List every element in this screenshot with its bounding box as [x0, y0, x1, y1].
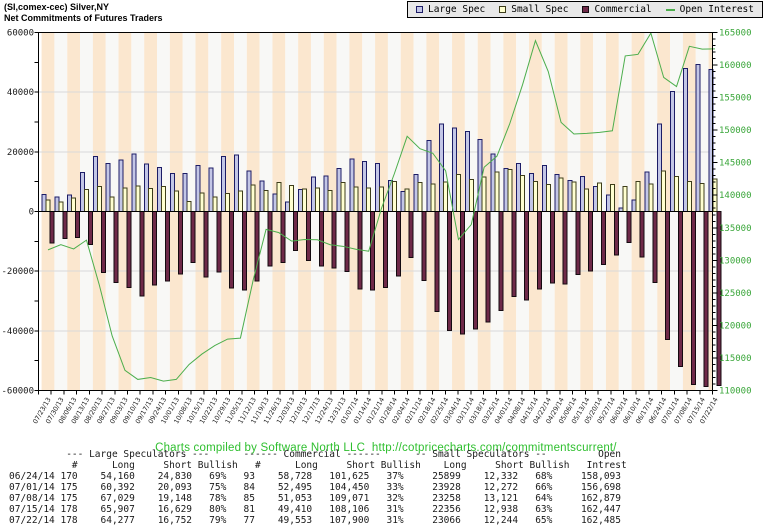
svg-text:150000: 150000: [719, 126, 752, 136]
svg-text:125000: 125000: [719, 289, 752, 299]
svg-text:115000: 115000: [719, 354, 752, 364]
svg-text:130000: 130000: [719, 256, 752, 266]
legend-item-small-spec: Small Spec: [499, 4, 568, 15]
svg-text:165000: 165000: [719, 29, 752, 39]
legend-swatch-icon: [582, 6, 590, 13]
svg-text:20000: 20000: [7, 148, 34, 158]
legend-item-open-interest: Open Interest: [665, 4, 754, 15]
cot-chart-area: -60000 -40000 -20000 0 20000 40000 60000 110000…: [1, 29, 752, 426]
legend-swatch-icon: [499, 6, 507, 13]
open-interest-line-swatch-icon: [665, 8, 675, 11]
svg-text:60000: 60000: [7, 29, 34, 39]
legend-item-large-spec: Large Spec: [416, 4, 485, 15]
svg-text:-60000: -60000: [1, 387, 34, 397]
credit-line: Charts compiled by Software North LLC ht…: [0, 430, 765, 454]
svg-text:40000: 40000: [7, 88, 34, 98]
cot-chart: -60000 -40000 -20000 0 20000 40000 60000 110000…: [1, 29, 752, 426]
svg-text:135000: 135000: [719, 224, 752, 234]
svg-text:120000: 120000: [719, 321, 752, 331]
legend-item-commercial: Commercial: [582, 4, 652, 15]
legend-label: Small Spec: [511, 4, 569, 15]
chart-title-block: (SI,comex-cec) Silver,NY Net Commitments…: [4, 2, 163, 24]
svg-text:110000: 110000: [719, 387, 752, 397]
svg-text:-20000: -20000: [1, 267, 34, 277]
page-title: (SI,comex-cec) Silver,NY: [4, 2, 110, 12]
svg-text:140000: 140000: [719, 191, 752, 201]
svg-text:155000: 155000: [719, 94, 752, 104]
legend-swatch-icon: [416, 6, 424, 13]
legend-label: Open Interest: [679, 4, 754, 15]
legend-label: Commercial: [594, 4, 652, 15]
cot-data-table: --- Large Speculators --- ------ Commerc…: [9, 449, 627, 526]
chart-subtitle: Net Commitments of Futures Traders: [4, 13, 163, 23]
chart-legend: Large Spec Small Spec Commercial Open Inter…: [407, 1, 763, 18]
svg-text:0: 0: [29, 208, 34, 218]
svg-text:-40000: -40000: [1, 327, 34, 337]
credit-link[interactable]: Charts compiled by Software North LLC ht…: [155, 442, 617, 454]
svg-text:145000: 145000: [719, 159, 752, 169]
legend-label: Large Spec: [428, 4, 486, 15]
svg-text:160000: 160000: [719, 61, 752, 71]
